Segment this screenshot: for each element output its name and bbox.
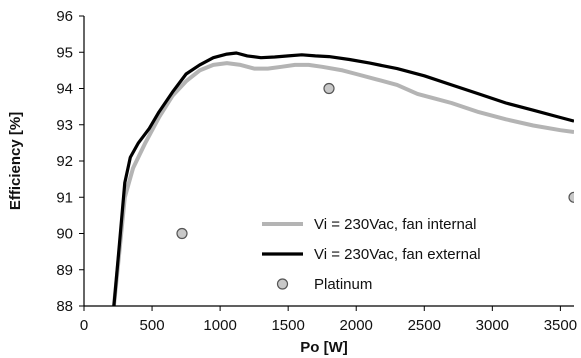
series-line-1 [111, 61, 574, 306]
platinum-point-2 [323, 82, 335, 95]
x-tick-label: 2500 [408, 317, 441, 334]
legend-label-2: Vi = 230Vac, fan external [314, 246, 481, 263]
y-tick-label: 96 [56, 8, 73, 25]
y-tick-label: 90 [56, 226, 73, 243]
y-tick-label: 88 [56, 298, 73, 315]
series-line-2 [112, 51, 574, 306]
legend-label-1: Vi = 230Vac, fan internal [314, 216, 476, 233]
x-tick-label: 500 [140, 317, 165, 334]
y-tick-label: 95 [56, 44, 73, 61]
y-tick-label: 89 [56, 262, 73, 279]
x-tick-label: 3000 [476, 317, 509, 334]
y-axis-title: Efficiency [%] [7, 112, 24, 210]
x-tick-label: 2000 [340, 317, 373, 334]
x-tick-label: 1500 [271, 317, 304, 334]
plot-area [111, 51, 574, 306]
y-tick-label: 94 [56, 81, 73, 98]
legend: Vi = 230Vac, fan internal Vi = 230Vac, fa… [262, 216, 481, 293]
x-tick-label: 0 [80, 317, 88, 334]
y-tick-label: 91 [56, 189, 73, 206]
legend-label-3: Platinum [314, 276, 372, 293]
legend-swatch-3 [276, 278, 289, 290]
y-tick-label: 92 [56, 153, 73, 170]
x-axis-title: Po [W] [300, 339, 347, 356]
x-tick-label: 1000 [203, 317, 236, 334]
axes: 88 89 90 91 92 93 94 95 96 0 500 1000 1500 2000 2500 30… [7, 8, 577, 356]
platinum-point-1 [176, 227, 188, 240]
platinum-point-3 [568, 191, 574, 203]
y-tick-label: 93 [56, 117, 73, 134]
x-tick-label: 3500 [544, 317, 577, 334]
